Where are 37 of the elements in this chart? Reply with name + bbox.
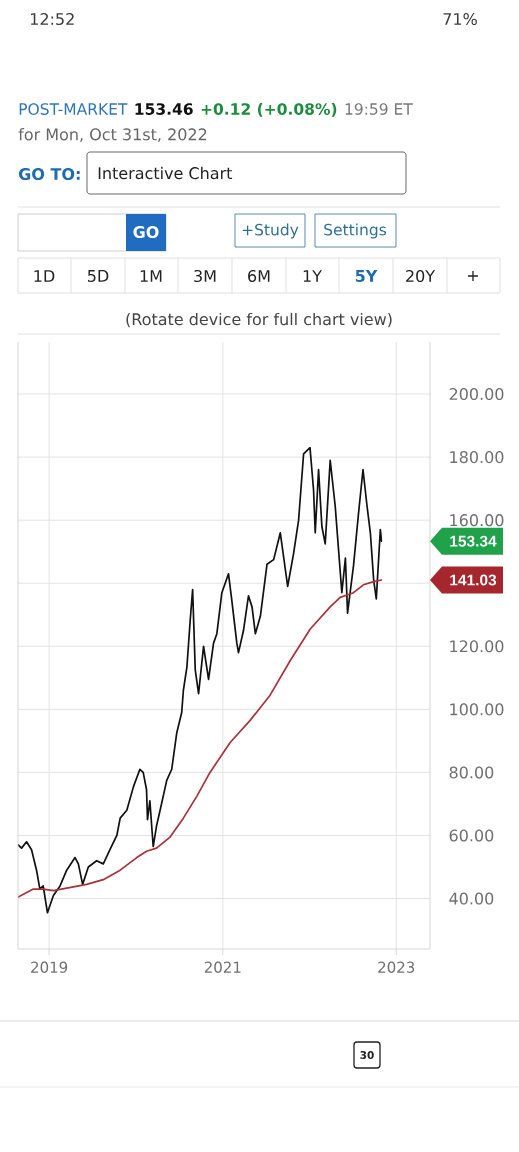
y-tick-label: 160.00: [450, 514, 504, 527]
text: 20Y: [406, 269, 436, 283]
text: for Mon, Oct 31st, 2022: [18, 128, 207, 143]
y-tick-label: 180.00: [450, 451, 504, 464]
text: 19:59 ET: [345, 103, 413, 115]
text: POST-MARKET: [19, 103, 128, 115]
y-tick-label: 100.00: [450, 703, 504, 716]
text: 30: [360, 1051, 374, 1059]
text: (Rotate device for full chart view): [126, 312, 392, 328]
text: 141.03: [450, 574, 497, 586]
text: +Study: [242, 223, 299, 239]
y-tick-label: 120.00: [450, 640, 504, 653]
text: 71%: [443, 12, 477, 26]
text: 5Y: [355, 270, 378, 282]
text: 5D: [87, 270, 109, 282]
text: 153.34: [450, 535, 497, 547]
text: GO: [133, 225, 159, 239]
text: 3M: [194, 269, 216, 283]
y-tick-label: 60.00: [449, 829, 494, 842]
text: 12:52: [30, 12, 74, 26]
x-tick-label: 2023: [378, 961, 415, 973]
text: 6M: [248, 269, 270, 283]
y-tick-label: 200.00: [449, 387, 504, 401]
text: +: [467, 271, 479, 282]
x-tick-label: 2021: [204, 961, 241, 973]
y-tick-label: 40.00: [449, 892, 494, 905]
text: +0.12 (+0.08%): [201, 102, 337, 117]
text: Settings: [324, 223, 387, 239]
x-tick-label: 2019: [31, 961, 68, 973]
text: 153.46: [135, 103, 193, 115]
line-series: [18, 446, 383, 914]
text: 1D: [34, 270, 55, 282]
text: 1Y: [303, 270, 322, 282]
text: GO TO:: [19, 167, 80, 181]
y-tick-label: 80.00: [449, 766, 494, 779]
text: Interactive Chart: [98, 166, 233, 180]
text: 1M: [140, 270, 162, 282]
